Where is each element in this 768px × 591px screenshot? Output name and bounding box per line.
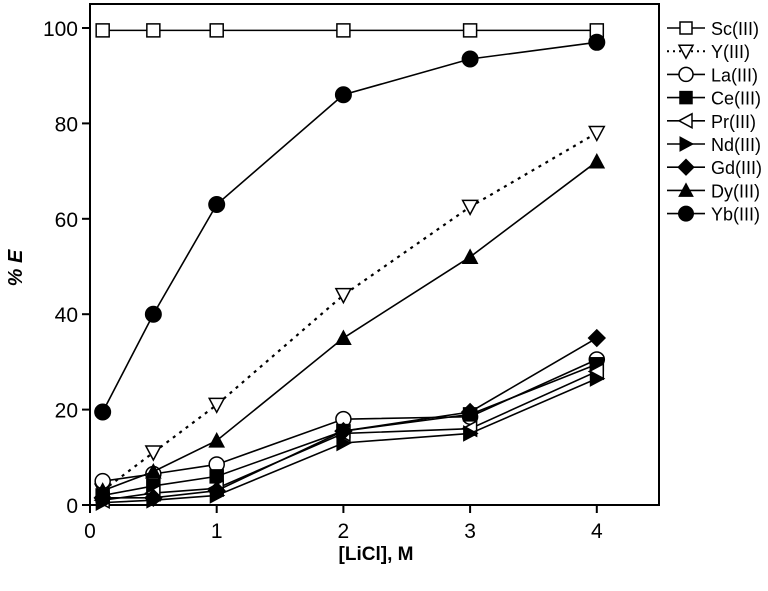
legend-label: Ce(III) — [711, 89, 761, 109]
data-point — [587, 328, 607, 348]
series-pr-iii — [93, 362, 605, 509]
series-layer — [93, 23, 607, 511]
data-point — [334, 421, 353, 441]
data-point — [334, 86, 352, 104]
plot-frame — [89, 3, 660, 506]
legend-item: Ce(III) — [667, 89, 761, 109]
y-tick-label: 100 — [43, 18, 78, 41]
series-gd-iii — [93, 328, 607, 508]
data-point — [336, 23, 351, 38]
data-point — [461, 199, 479, 216]
legend-item: Nd(III) — [667, 135, 761, 155]
legend-label: Sc(III) — [711, 19, 759, 39]
legend-label: Y(III) — [711, 42, 750, 62]
x-tick-label: 0 — [84, 520, 96, 543]
data-point — [207, 481, 226, 500]
data-point — [209, 23, 224, 38]
y-tick-label: 40 — [55, 304, 78, 327]
data-point — [94, 403, 112, 421]
data-point — [208, 432, 226, 448]
series-y-iii — [93, 125, 606, 500]
data-point — [461, 248, 479, 264]
y-tick-label: 0 — [66, 495, 78, 518]
data-point — [94, 482, 112, 498]
y-axis-label: % E — [5, 249, 27, 286]
legend-label: Yb(III) — [711, 205, 760, 225]
y-tick-label: 20 — [55, 400, 78, 423]
x-axis-label: [LiCl], M — [339, 544, 414, 565]
data-point — [589, 370, 606, 387]
legend-item: Sc(III) — [667, 19, 759, 39]
data-point — [334, 287, 353, 305]
legend-item: Dy(III) — [667, 181, 760, 201]
data-point — [144, 305, 162, 323]
data-point — [146, 23, 161, 38]
x-tick-label: 1 — [211, 520, 223, 543]
legend-item: Gd(III) — [667, 158, 762, 178]
x-tick-label: 2 — [338, 520, 350, 543]
data-point — [335, 329, 352, 346]
data-point — [144, 488, 163, 508]
data-point — [588, 153, 606, 169]
series-sc-iii — [95, 23, 605, 38]
legend-item: La(III) — [667, 65, 758, 85]
data-point — [463, 425, 479, 442]
x-tick-label: 3 — [464, 520, 476, 543]
legend-label: La(III) — [711, 65, 758, 85]
legend-item: Y(III) — [667, 42, 750, 62]
legend-item: Pr(III) — [667, 112, 756, 132]
y-tick-label: 60 — [55, 209, 78, 232]
series-la-iii — [94, 351, 606, 490]
data-point — [588, 125, 606, 143]
data-point — [209, 469, 224, 484]
data-point — [460, 402, 480, 422]
legend-label: Pr(III) — [711, 112, 756, 132]
data-point — [462, 23, 478, 38]
legend-label: Dy(III) — [711, 181, 760, 201]
data-point — [144, 445, 163, 462]
data-point — [145, 463, 162, 479]
legend-item: Yb(III) — [667, 205, 760, 225]
legend-label: Gd(III) — [711, 158, 762, 178]
x-tick-label: 4 — [591, 520, 603, 543]
series-dy-iii — [94, 153, 606, 498]
legend-label: Nd(III) — [711, 135, 761, 155]
data-point — [208, 195, 226, 213]
data-point — [588, 33, 606, 51]
data-point — [207, 397, 226, 414]
y-tick-label: 80 — [55, 113, 78, 136]
data-point — [461, 50, 479, 68]
series-yb-iii — [94, 33, 606, 421]
data-point — [95, 23, 110, 38]
legend: Sc(III) Y(III) La(III) Ce(III) Pr(III) Nd(III… — [667, 19, 762, 225]
